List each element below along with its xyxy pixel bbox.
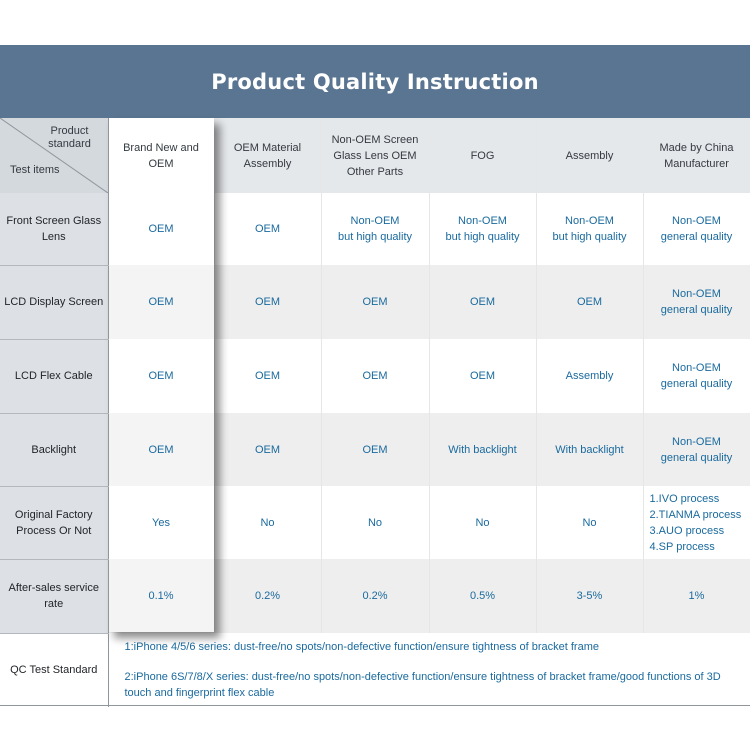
table-cell: Non-OEM but high quality <box>429 193 537 265</box>
table-cell: OEM <box>214 265 322 339</box>
qc-text: 1:iPhone 4/5/6 series: dust-free/no spot… <box>108 633 750 707</box>
table-cell: 0.2% <box>214 559 322 633</box>
table-row: LCD Flex Cable OEM OEM OEM OEM Assembly Non-OE… <box>0 339 750 414</box>
table-cell: Non-OEM general quality <box>643 413 750 486</box>
row-label: Front Screen Glass Lens <box>0 193 109 266</box>
column-header: Assembly <box>536 118 644 193</box>
table-cell: OEM <box>429 339 537 413</box>
table-cell: OEM <box>108 339 215 413</box>
corner-diagonal <box>0 118 108 193</box>
table-cell: No <box>536 486 644 559</box>
table-cell: 1.IVO process 2.TIANMA process 3.AUO pro… <box>643 486 750 559</box>
table-cell: OEM <box>214 193 322 265</box>
header-row: Product standard Test items Brand New an… <box>0 118 750 193</box>
table-row: After-sales service rate 0.1% 0.2% 0.2% 0.5%… <box>0 559 750 634</box>
corner-top-label: Product standard <box>48 125 91 150</box>
table-cell: OEM <box>429 265 537 339</box>
table-cell: OEM <box>321 265 430 339</box>
table-cell: Non-OEM but high quality <box>536 193 644 265</box>
table-cell: 0.1% <box>108 559 215 633</box>
table-cell: Assembly <box>536 339 644 413</box>
table-cell: No <box>321 486 430 559</box>
table-row: Backlight OEM OEM OEM With backlight With bac… <box>0 413 750 487</box>
table-cell: Non-OEM but high quality <box>321 193 430 265</box>
table-cell: OEM <box>214 413 322 486</box>
corner-bottom-label: Test items <box>10 164 60 176</box>
table-cell: With backlight <box>429 413 537 486</box>
table-cell: 1% <box>643 559 750 633</box>
qc-label: QC Test Standard <box>0 633 109 707</box>
table-cell: OEM <box>214 339 322 413</box>
qc-row: QC Test Standard 1:iPhone 4/5/6 series: … <box>0 633 750 707</box>
row-label: Original Factory Process Or Not <box>0 486 109 560</box>
column-header: OEM Material Assembly <box>214 118 322 193</box>
title-banner: Product Quality Instruction <box>0 45 750 118</box>
qc-line-1: 1:iPhone 4/5/6 series: dust-free/no spot… <box>124 641 600 653</box>
bottom-divider <box>0 705 750 706</box>
table-cell: 0.2% <box>321 559 430 633</box>
table-cell: Non-OEM general quality <box>643 193 750 265</box>
row-label: Backlight <box>0 413 109 487</box>
table-cell: OEM <box>108 413 215 486</box>
row-label: LCD Display Screen <box>0 265 109 340</box>
table-row: Original Factory Process Or Not Yes No No No… <box>0 486 750 560</box>
table-cell: OEM <box>108 193 215 265</box>
table-cell: Non-OEM general quality <box>643 339 750 413</box>
row-label: After-sales service rate <box>0 559 109 634</box>
table-cell: Yes <box>108 486 215 559</box>
table-cell: No <box>429 486 537 559</box>
table-cell: With backlight <box>536 413 644 486</box>
table-cell: OEM <box>108 265 215 339</box>
table-cell: Non-OEM general quality <box>643 265 750 339</box>
qc-line-2: 2:iPhone 6S/7/8/X series: dust-free/no s… <box>124 671 721 699</box>
row-label: LCD Flex Cable <box>0 339 109 414</box>
table-cell: OEM <box>536 265 644 339</box>
column-header: Made by China Manufacturer <box>643 118 750 193</box>
table-body: Front Screen Glass Lens OEM OEM Non-OEM but… <box>0 193 750 634</box>
table-cell: OEM <box>321 413 430 486</box>
quality-table: Product standard Test items Brand New an… <box>0 118 750 707</box>
table-cell: No <box>214 486 322 559</box>
table-row: Front Screen Glass Lens OEM OEM Non-OEM but… <box>0 193 750 266</box>
column-header: Non-OEM Screen Glass Lens OEM Other Part… <box>321 118 430 193</box>
column-header: FOG <box>429 118 537 193</box>
column-header: Brand New and OEM <box>108 118 215 193</box>
table-cell: 0.5% <box>429 559 537 633</box>
table-row: LCD Display Screen OEM OEM OEM OEM OEM Non-OEM… <box>0 265 750 340</box>
corner-cell: Product standard Test items <box>0 118 109 193</box>
table-cell: OEM <box>321 339 430 413</box>
page-title: Product Quality Instruction <box>211 69 539 94</box>
table-cell: 3-5% <box>536 559 644 633</box>
